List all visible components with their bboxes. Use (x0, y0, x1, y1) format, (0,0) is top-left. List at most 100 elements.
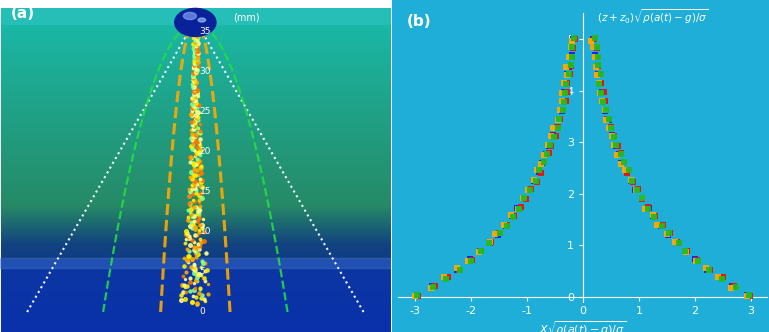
Point (554, 107, 566, 113)
Point (592, 80, 604, 85)
Point (690, 259, 702, 264)
Point (188, 262, 200, 267)
Point (615, 161, 628, 166)
Point (186, 186, 198, 191)
Point (191, 37, 203, 42)
Point (186, 108, 198, 113)
Point (188, 141, 200, 147)
Polygon shape (0, 260, 391, 332)
Point (494, 230, 506, 236)
Point (193, 246, 205, 251)
Point (187, 183, 199, 188)
Point (743, 292, 755, 298)
Point (184, 201, 196, 206)
Point (187, 72, 199, 77)
Point (594, 71, 607, 76)
Point (194, 130, 206, 135)
Point (673, 241, 685, 246)
Point (181, 230, 194, 236)
Point (189, 161, 201, 166)
Point (561, 72, 574, 77)
Point (191, 167, 204, 173)
Point (631, 187, 643, 193)
Point (188, 57, 200, 63)
Point (182, 254, 195, 259)
Point (189, 33, 201, 38)
Point (186, 85, 198, 90)
Point (187, 73, 199, 78)
Point (604, 125, 617, 130)
Point (603, 117, 615, 123)
Point (657, 223, 669, 228)
Point (184, 203, 196, 208)
Point (195, 185, 208, 190)
Point (596, 98, 608, 104)
Point (679, 248, 691, 254)
Point (608, 134, 620, 140)
Point (188, 199, 201, 204)
Point (589, 54, 601, 59)
Point (491, 232, 504, 238)
Point (191, 156, 203, 162)
Point (188, 60, 201, 66)
Point (556, 99, 568, 104)
Point (180, 231, 192, 236)
Point (190, 43, 202, 49)
Point (195, 170, 207, 175)
Point (636, 196, 648, 201)
Point (552, 124, 564, 129)
Polygon shape (0, 258, 391, 268)
Point (188, 78, 201, 84)
Point (189, 71, 201, 76)
Point (425, 283, 438, 289)
Point (184, 202, 196, 207)
Point (188, 244, 201, 250)
Point (191, 301, 203, 307)
Point (630, 187, 642, 193)
Point (190, 277, 202, 283)
Point (184, 280, 196, 285)
Point (639, 207, 651, 212)
Point (513, 206, 525, 211)
Point (191, 181, 203, 187)
Point (608, 133, 620, 139)
Point (499, 224, 511, 229)
Point (187, 138, 199, 144)
Point (592, 63, 604, 68)
Point (565, 63, 578, 68)
Point (185, 206, 197, 211)
Point (195, 240, 208, 245)
Point (189, 232, 201, 237)
Point (538, 159, 550, 165)
Point (185, 114, 198, 119)
Point (182, 217, 195, 222)
Point (178, 277, 191, 282)
Point (528, 178, 540, 183)
Point (557, 108, 569, 113)
Point (703, 267, 715, 273)
Point (190, 48, 202, 53)
Point (188, 87, 200, 92)
Point (556, 108, 568, 113)
Point (600, 117, 612, 123)
Point (190, 80, 202, 85)
Point (187, 221, 199, 226)
Point (551, 117, 564, 123)
Point (187, 45, 199, 50)
Point (608, 142, 620, 148)
Point (185, 96, 198, 102)
Point (188, 285, 201, 290)
Point (188, 266, 200, 272)
Point (599, 98, 611, 104)
Point (192, 103, 205, 108)
Point (701, 267, 714, 273)
Point (194, 208, 206, 213)
Point (191, 151, 204, 156)
Point (186, 99, 198, 104)
Point (184, 155, 196, 160)
Point (195, 190, 208, 195)
Point (187, 41, 199, 46)
Point (193, 141, 205, 146)
Point (189, 29, 201, 35)
Point (562, 71, 574, 76)
